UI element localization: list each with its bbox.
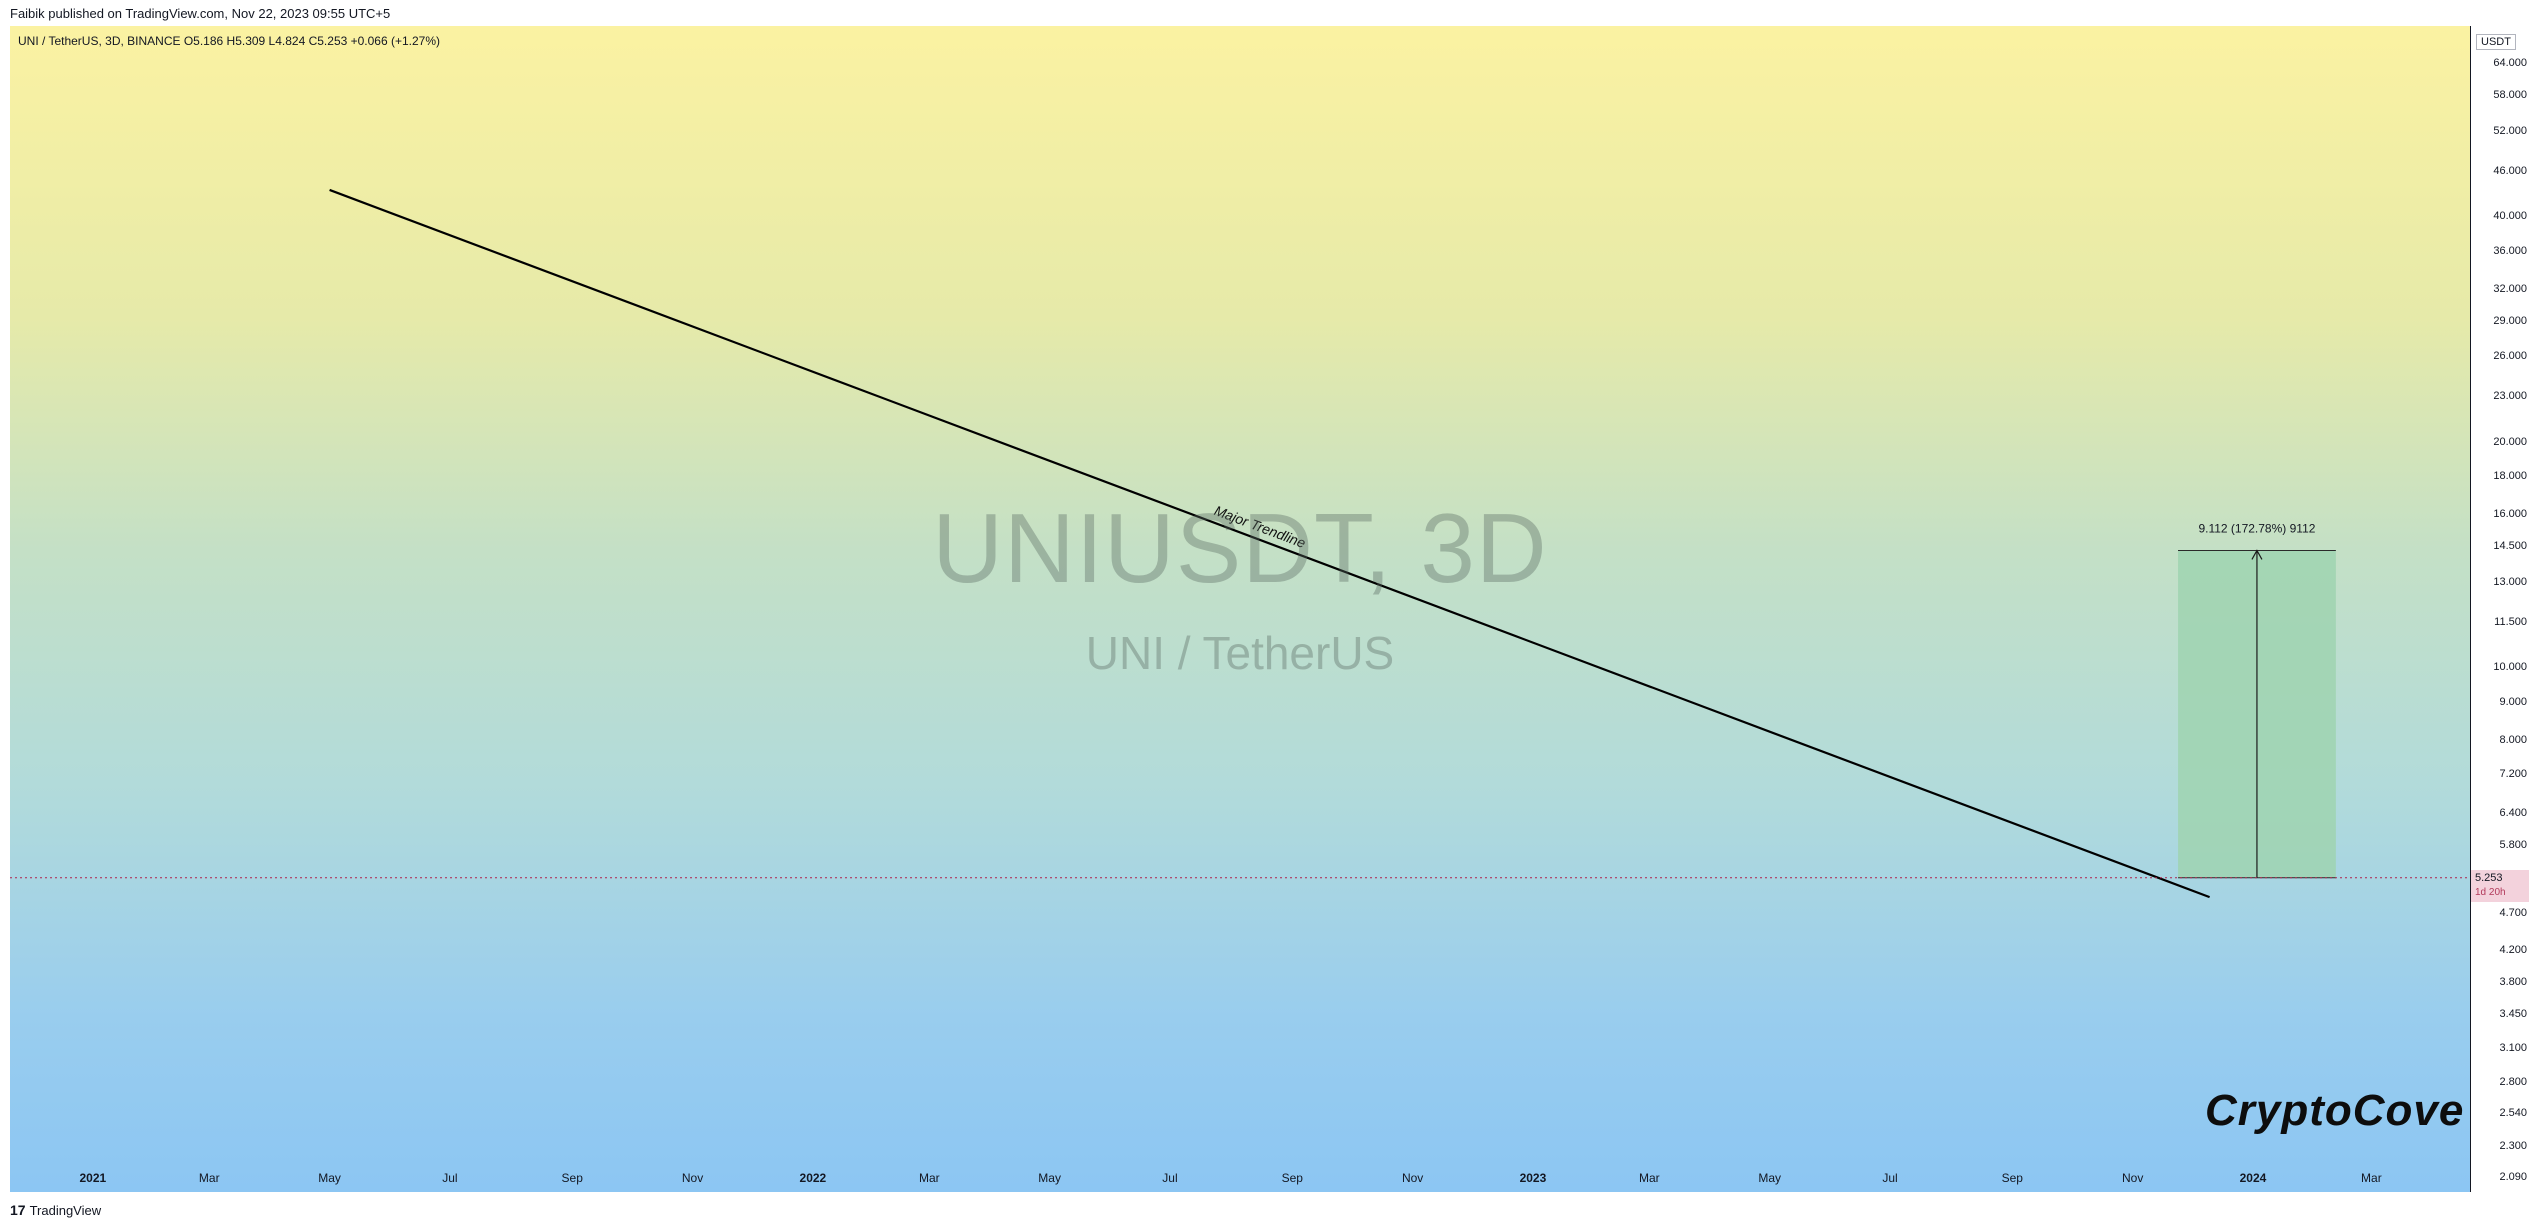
chart-pane[interactable]: Major Trendline 9.112 (172.78%) 9112 UNI …	[10, 26, 2470, 1192]
price-tick-label: 3.800	[2499, 976, 2527, 989]
price-tick-label: 26.000	[2493, 350, 2527, 363]
target-arrow-head	[2251, 549, 2263, 560]
last-price-value: 5.253	[2475, 871, 2503, 884]
price-tick-label: 5.800	[2499, 838, 2527, 851]
price-tick-label: 3.100	[2499, 1042, 2527, 1055]
price-tick-label: 3.450	[2499, 1007, 2527, 1020]
price-tick-label: 4.700	[2499, 906, 2527, 919]
time-tick-label: Sep	[2001, 1171, 2023, 1185]
time-tick-year: 2024	[2239, 1171, 2267, 1185]
time-tick-label: Jul	[1162, 1171, 1178, 1185]
price-tick-label: 13.000	[2493, 575, 2527, 588]
watermark-symbol: UNIUSDT, 3D	[932, 493, 1548, 603]
price-tick-label: 29.000	[2493, 314, 2527, 327]
price-tick-label: 2.300	[2499, 1139, 2527, 1152]
time-tick-label: Jul	[1882, 1171, 1898, 1185]
price-tick-label: 7.200	[2499, 768, 2527, 781]
publish-header: Faibik published on TradingView.com, Nov…	[0, 0, 2531, 26]
time-tick-label: Sep	[561, 1171, 583, 1185]
watermark-description: UNI / TetherUS	[1085, 627, 1395, 679]
price-tick-label: 9.000	[2499, 695, 2527, 708]
footer-text: TradingView	[29, 1203, 102, 1218]
price-tick-label: 64.000	[2493, 57, 2527, 70]
price-axis[interactable]: USDT 64.000 58.000 52.000 46.000 40.000 36.00…	[2470, 26, 2531, 1192]
time-tick-label: Nov	[1401, 1171, 1424, 1185]
price-tick-label: 16.000	[2493, 508, 2527, 521]
time-tick-year: 2021	[79, 1171, 107, 1185]
price-tick-label: 2.090	[2499, 1170, 2527, 1183]
price-tick-label: 6.400	[2499, 806, 2527, 819]
price-tick-label: 32.000	[2493, 282, 2527, 295]
major-trendline	[329, 188, 2210, 899]
time-tick-label: Mar	[198, 1171, 220, 1185]
time-tick-label: Nov	[681, 1171, 704, 1185]
symbol-legend: UNI / TetherUS, 3D, BINANCE O5.186 H5.30…	[18, 34, 441, 48]
target-measure-label: 9.112 (172.78%) 9112	[2198, 521, 2315, 535]
time-tick-label: Mar	[2361, 1171, 2382, 1185]
time-tick-label: Nov	[2121, 1171, 2144, 1185]
price-chart[interactable]: Major Trendline 9.112 (172.78%) 9112	[10, 26, 2470, 1192]
time-tick-year: 2023	[1519, 1171, 1547, 1185]
time-tick-label: May	[1758, 1171, 1782, 1185]
time-tick-label: May	[1038, 1171, 1061, 1185]
price-tick-label: 8.000	[2499, 733, 2527, 746]
time-tick-year: 2022	[799, 1171, 827, 1185]
time-axis[interactable]: 2021 Mar May Jul Sep Nov 2022 Mar May Jul Sep Nov 20…	[10, 1166, 2470, 1192]
price-tick-label: 20.000	[2493, 435, 2527, 448]
price-tick-label: 52.000	[2493, 124, 2527, 137]
time-tick-label: Jul	[442, 1171, 458, 1185]
price-tick-label: 10.000	[2493, 661, 2527, 674]
brand-logo-text: CryptoCove	[2205, 1086, 2465, 1135]
price-tick-label: 58.000	[2493, 89, 2527, 102]
time-tick-label: Mar	[918, 1171, 940, 1185]
currency-label[interactable]: USDT	[2476, 34, 2516, 50]
price-tick-label: 40.000	[2493, 210, 2527, 223]
time-tick-label: May	[318, 1171, 341, 1185]
time-tick-label: Sep	[1281, 1171, 1303, 1185]
price-tick-label: 18.000	[2493, 470, 2527, 483]
time-tick-label: Mar	[1638, 1171, 1660, 1185]
price-tick-label: 2.540	[2499, 1107, 2527, 1120]
publish-info: Faibik published on TradingView.com, Nov…	[10, 6, 391, 21]
footer: 17 TradingView	[10, 1202, 101, 1218]
last-price-badge: 5.253 1d 20h	[2471, 869, 2529, 902]
bar-countdown: 1d 20h	[2475, 886, 2506, 898]
price-tick-label: 14.500	[2493, 540, 2527, 553]
price-tick-label: 4.200	[2499, 943, 2527, 956]
price-tick-label: 36.000	[2493, 244, 2527, 257]
price-tick-label: 2.800	[2499, 1075, 2527, 1088]
price-tick-label: 11.500	[2494, 615, 2527, 628]
price-tick-label: 46.000	[2493, 164, 2527, 177]
price-tick-label: 23.000	[2493, 390, 2527, 403]
tradingview-logo-icon: 17	[10, 1202, 26, 1218]
